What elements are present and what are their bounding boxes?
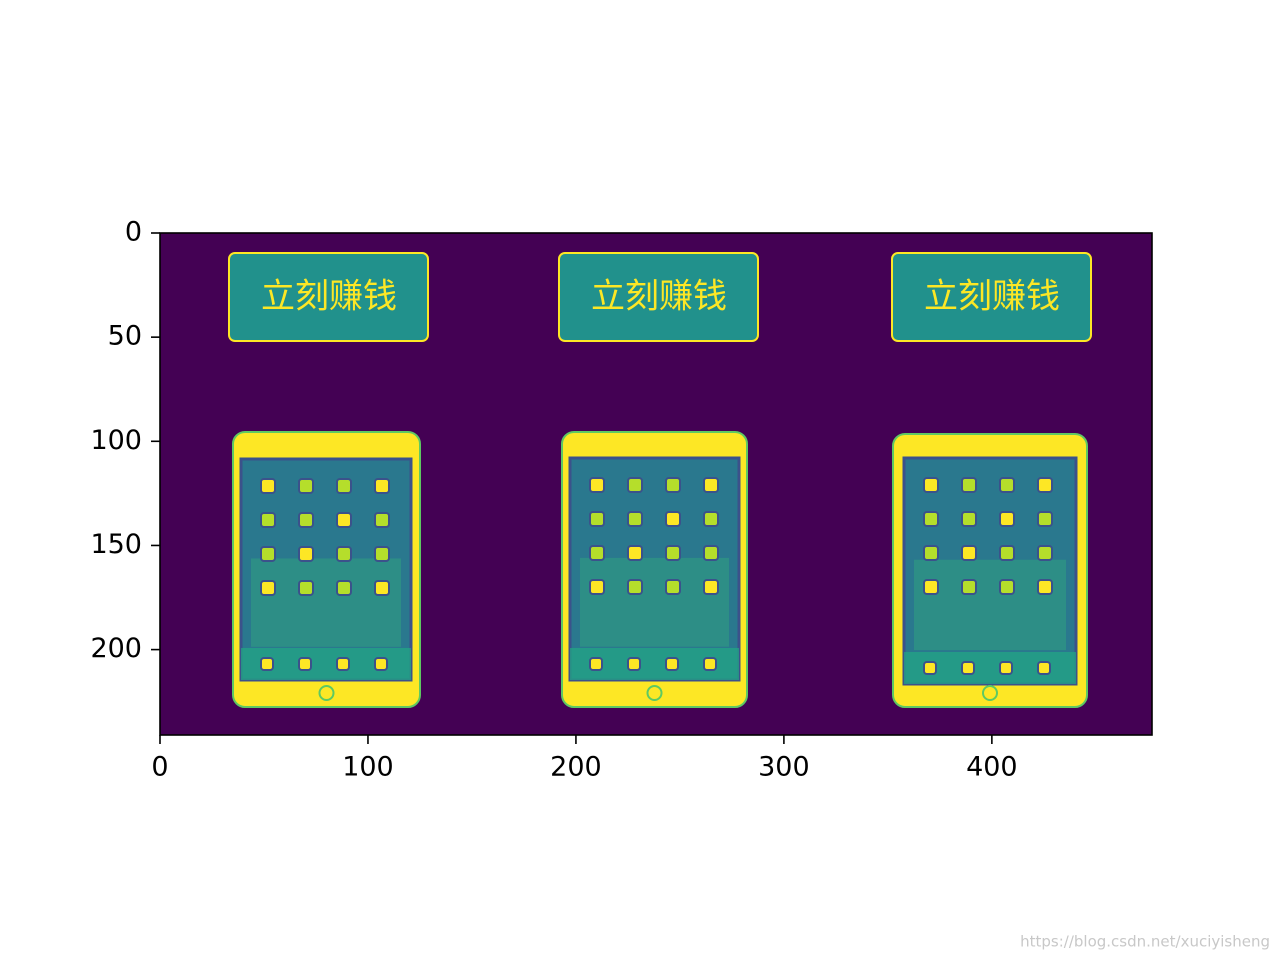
dock-icon bbox=[999, 661, 1013, 675]
dock-icon bbox=[961, 661, 975, 675]
screen bbox=[568, 456, 741, 682]
app-icon bbox=[703, 477, 719, 493]
app-icon bbox=[703, 579, 719, 595]
app-icon bbox=[665, 579, 681, 595]
app-icon bbox=[665, 545, 681, 561]
app-icon bbox=[336, 478, 352, 494]
app-icon bbox=[260, 580, 276, 596]
app-icon bbox=[298, 580, 314, 596]
app-icon bbox=[260, 512, 276, 528]
dock-icon bbox=[627, 657, 641, 671]
app-icon bbox=[923, 579, 939, 595]
y-tick-label: 100 bbox=[90, 425, 142, 456]
app-icon bbox=[589, 545, 605, 561]
app-icon bbox=[923, 477, 939, 493]
home-button bbox=[982, 685, 998, 701]
app-icon bbox=[589, 579, 605, 595]
button-label: 立刻赚钱 bbox=[261, 277, 397, 317]
app-icon bbox=[665, 511, 681, 527]
button-label: 立刻赚钱 bbox=[591, 277, 727, 317]
dock-icon bbox=[923, 661, 937, 675]
screen bbox=[902, 456, 1078, 686]
dock-icon bbox=[703, 657, 717, 671]
app-icon bbox=[627, 477, 643, 493]
app-icon bbox=[627, 511, 643, 527]
app-icon bbox=[703, 545, 719, 561]
app-icon bbox=[1037, 511, 1053, 527]
app-icon bbox=[298, 478, 314, 494]
app-icon bbox=[298, 546, 314, 562]
app-icon bbox=[260, 546, 276, 562]
app-icon bbox=[999, 511, 1015, 527]
app-icon bbox=[703, 511, 719, 527]
x-tick-label: 400 bbox=[966, 752, 1018, 783]
dock-icon bbox=[298, 657, 312, 671]
app-icon bbox=[999, 579, 1015, 595]
button bbox=[891, 252, 1092, 342]
button bbox=[558, 252, 759, 342]
app-icon bbox=[589, 511, 605, 527]
app-icon bbox=[961, 579, 977, 595]
button-label: 立刻赚钱 bbox=[924, 277, 1060, 317]
x-tick-label: 200 bbox=[550, 752, 602, 783]
image-content: 立刻赚钱 立刻赚钱 立刻赚钱 bbox=[228, 252, 1092, 708]
app-icon bbox=[627, 545, 643, 561]
app-icon bbox=[665, 477, 681, 493]
watermark: https://blog.csdn.net/xuciyisheng bbox=[1020, 933, 1270, 951]
app-icon bbox=[374, 580, 390, 596]
x-tick-label: 0 bbox=[151, 752, 168, 783]
app-icon bbox=[374, 512, 390, 528]
dock-icon bbox=[336, 657, 350, 671]
app-icon bbox=[1037, 545, 1053, 561]
app-icon bbox=[627, 579, 643, 595]
y-tick-label: 50 bbox=[108, 321, 142, 352]
app-icon bbox=[336, 546, 352, 562]
app-icon bbox=[961, 545, 977, 561]
screen-glow bbox=[580, 557, 729, 647]
screen-glow bbox=[251, 558, 401, 647]
home-button bbox=[318, 685, 335, 701]
app-icon bbox=[336, 512, 352, 528]
screen bbox=[239, 457, 413, 682]
dock-icon bbox=[374, 657, 388, 671]
home-button bbox=[646, 685, 663, 701]
dock-icon bbox=[260, 657, 274, 671]
app-icon bbox=[923, 511, 939, 527]
dock-icon bbox=[1037, 661, 1051, 675]
app-icon bbox=[961, 511, 977, 527]
app-icon bbox=[374, 478, 390, 494]
app-icon bbox=[589, 477, 605, 493]
axes-frame bbox=[159, 232, 1153, 736]
app-icon bbox=[999, 477, 1015, 493]
dock-icon bbox=[665, 657, 679, 671]
y-tick-label: 150 bbox=[90, 529, 142, 560]
app-icon bbox=[961, 477, 977, 493]
app-icon bbox=[1037, 579, 1053, 595]
dock-icon bbox=[589, 657, 603, 671]
app-icon bbox=[374, 546, 390, 562]
screen-glow bbox=[914, 559, 1066, 651]
x-tick-label: 100 bbox=[342, 752, 394, 783]
app-icon bbox=[1037, 477, 1053, 493]
y-tick-label: 0 bbox=[125, 217, 142, 248]
app-icon bbox=[999, 545, 1015, 561]
app-icon bbox=[336, 580, 352, 596]
app-icon bbox=[923, 545, 939, 561]
y-tick-label: 200 bbox=[90, 633, 142, 664]
x-tick-label: 300 bbox=[758, 752, 810, 783]
app-icon bbox=[260, 478, 276, 494]
button bbox=[228, 252, 429, 342]
app-icon bbox=[298, 512, 314, 528]
